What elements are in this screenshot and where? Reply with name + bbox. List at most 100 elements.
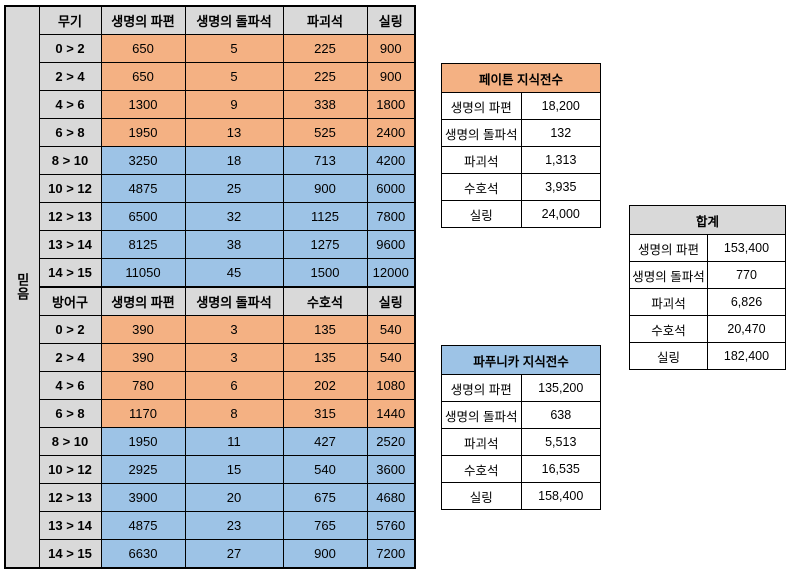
level-range-cell: 10 > 12 — [38, 455, 102, 484]
material-label: 파괴석 — [441, 428, 522, 456]
table-row: 파괴석 1,313 — [441, 146, 601, 174]
level-range-cell: 12 > 13 — [38, 483, 102, 512]
cost-value-cell: 135 — [282, 343, 368, 372]
material-value: 638 — [520, 401, 601, 429]
cost-value-cell: 2520 — [366, 427, 416, 456]
table-row: 10 > 12 2925 15 540 3600 — [5, 455, 416, 484]
cost-value-cell: 38 — [184, 230, 284, 259]
material-label: 실링 — [629, 342, 708, 370]
cost-value-cell: 4680 — [366, 483, 416, 512]
cost-value-cell: 1800 — [366, 90, 416, 119]
table-row: 생명의 돌파석 638 — [441, 401, 601, 429]
table-row: 파괴석 5,513 — [441, 428, 601, 456]
weapon-section-header-cell: 생명의 돌파석 — [184, 5, 284, 35]
level-range-cell: 13 > 14 — [38, 230, 102, 259]
level-range-cell: 6 > 8 — [38, 399, 102, 428]
material-label: 수호석 — [629, 315, 708, 343]
upgrade-cost-table: 믿음 무기 생명의 파편 생명의 돌파석 파괴석 실링 0 > 2 650 5 225 900 2 >… — [4, 5, 416, 569]
cost-value-cell: 9600 — [366, 230, 416, 259]
cost-value-cell: 780 — [100, 371, 186, 400]
material-value: 135,200 — [520, 374, 601, 402]
cost-value-cell: 45 — [184, 258, 284, 288]
armor-section-header-cell: 방어구 — [38, 286, 102, 316]
armor-section-header-row: 방어구 생명의 파편 생명의 돌파석 수호석 실링 — [5, 286, 416, 316]
level-range-cell: 14 > 15 — [38, 539, 102, 569]
level-range-cell: 4 > 6 — [38, 371, 102, 400]
cost-value-cell: 3900 — [100, 483, 186, 512]
cost-value-cell: 1170 — [100, 399, 186, 428]
pafnika-title-row: 파푸니카 지식전수 — [441, 345, 601, 375]
peiton-summary-table: 페이튼 지식전수 생명의 파편 18,200 생명의 돌파석 132 파괴석 1,313 수호… — [441, 63, 601, 228]
table-row: 0 > 2 390 3 135 540 — [5, 315, 416, 344]
material-label: 생명의 파편 — [441, 374, 522, 402]
level-range-cell: 13 > 14 — [38, 511, 102, 540]
cost-value-cell: 23 — [184, 511, 284, 540]
cost-value-cell: 540 — [366, 343, 416, 372]
cost-value-cell: 7200 — [366, 539, 416, 569]
cost-value-cell: 1275 — [282, 230, 368, 259]
material-value: 20,470 — [707, 315, 786, 343]
cost-value-cell: 25 — [184, 174, 284, 203]
table-row: 수호석 20,470 — [629, 315, 786, 343]
material-label: 생명의 돌파석 — [629, 261, 708, 289]
table-row: 4 > 6 780 6 202 1080 — [5, 371, 416, 400]
total-title: 합계 — [629, 205, 786, 235]
cost-value-cell: 11050 — [100, 258, 186, 288]
cost-value-cell: 225 — [282, 34, 368, 63]
material-label: 생명의 파편 — [441, 92, 522, 120]
level-range-cell: 0 > 2 — [38, 34, 102, 63]
table-row: 2 > 4 650 5 225 900 — [5, 62, 416, 91]
cost-value-cell: 675 — [282, 483, 368, 512]
cost-value-cell: 4875 — [100, 511, 186, 540]
material-label: 파괴석 — [441, 146, 522, 174]
armor-section-header-cell: 수호석 — [282, 286, 368, 316]
table-row: 실링 24,000 — [441, 200, 601, 228]
weapon-section-header-cell: 실링 — [366, 5, 416, 35]
material-label: 실링 — [441, 482, 522, 510]
weapon-section-header-cell: 무기 — [38, 5, 102, 35]
cost-value-cell: 1125 — [282, 202, 368, 231]
cost-value-cell: 900 — [282, 174, 368, 203]
material-value: 3,935 — [520, 173, 601, 201]
cost-value-cell: 315 — [282, 399, 368, 428]
material-value: 16,535 — [520, 455, 601, 483]
cost-value-cell: 2925 — [100, 455, 186, 484]
level-range-cell: 4 > 6 — [38, 90, 102, 119]
cost-value-cell: 4875 — [100, 174, 186, 203]
material-label: 파괴석 — [629, 288, 708, 316]
cost-value-cell: 202 — [282, 371, 368, 400]
table-row: 생명의 파편 135,200 — [441, 374, 601, 402]
table-row: 실링 182,400 — [629, 342, 786, 370]
material-label: 생명의 파편 — [629, 234, 708, 262]
cost-value-cell: 5 — [184, 62, 284, 91]
level-range-cell: 0 > 2 — [38, 315, 102, 344]
cost-value-cell: 540 — [366, 315, 416, 344]
table-row: 14 > 15 6630 27 900 7200 — [5, 539, 416, 569]
cost-value-cell: 900 — [366, 34, 416, 63]
armor-section-header-cell: 생명의 파편 — [100, 286, 186, 316]
weapon-section-header-cell: 생명의 파편 — [100, 5, 186, 35]
level-range-cell: 14 > 15 — [38, 258, 102, 288]
table-row: 10 > 12 4875 25 900 6000 — [5, 174, 416, 203]
cost-value-cell: 6000 — [366, 174, 416, 203]
level-range-cell: 6 > 8 — [38, 118, 102, 147]
table-row: 수호석 3,935 — [441, 173, 601, 201]
table-row: 12 > 13 3900 20 675 4680 — [5, 483, 416, 512]
peiton-title-row: 페이튼 지식전수 — [441, 63, 601, 93]
cost-value-cell: 900 — [366, 62, 416, 91]
level-range-cell: 2 > 4 — [38, 62, 102, 91]
cost-value-cell: 1950 — [100, 427, 186, 456]
table-row: 6 > 8 1950 13 525 2400 — [5, 118, 416, 147]
table-row: 생명의 파편 153,400 — [629, 234, 786, 262]
level-range-cell: 2 > 4 — [38, 343, 102, 372]
table-row: 6 > 8 1170 8 315 1440 — [5, 399, 416, 428]
cost-value-cell: 338 — [282, 90, 368, 119]
material-value: 1,313 — [520, 146, 601, 174]
material-value: 770 — [707, 261, 786, 289]
material-label: 생명의 돌파석 — [441, 119, 522, 147]
cost-value-cell: 3600 — [366, 455, 416, 484]
level-range-cell: 8 > 10 — [38, 427, 102, 456]
cost-value-cell: 13 — [184, 118, 284, 147]
pafnika-summary-table: 파푸니카 지식전수 생명의 파편 135,200 생명의 돌파석 638 파괴석 5,513… — [441, 345, 601, 510]
cost-value-cell: 3 — [184, 343, 284, 372]
